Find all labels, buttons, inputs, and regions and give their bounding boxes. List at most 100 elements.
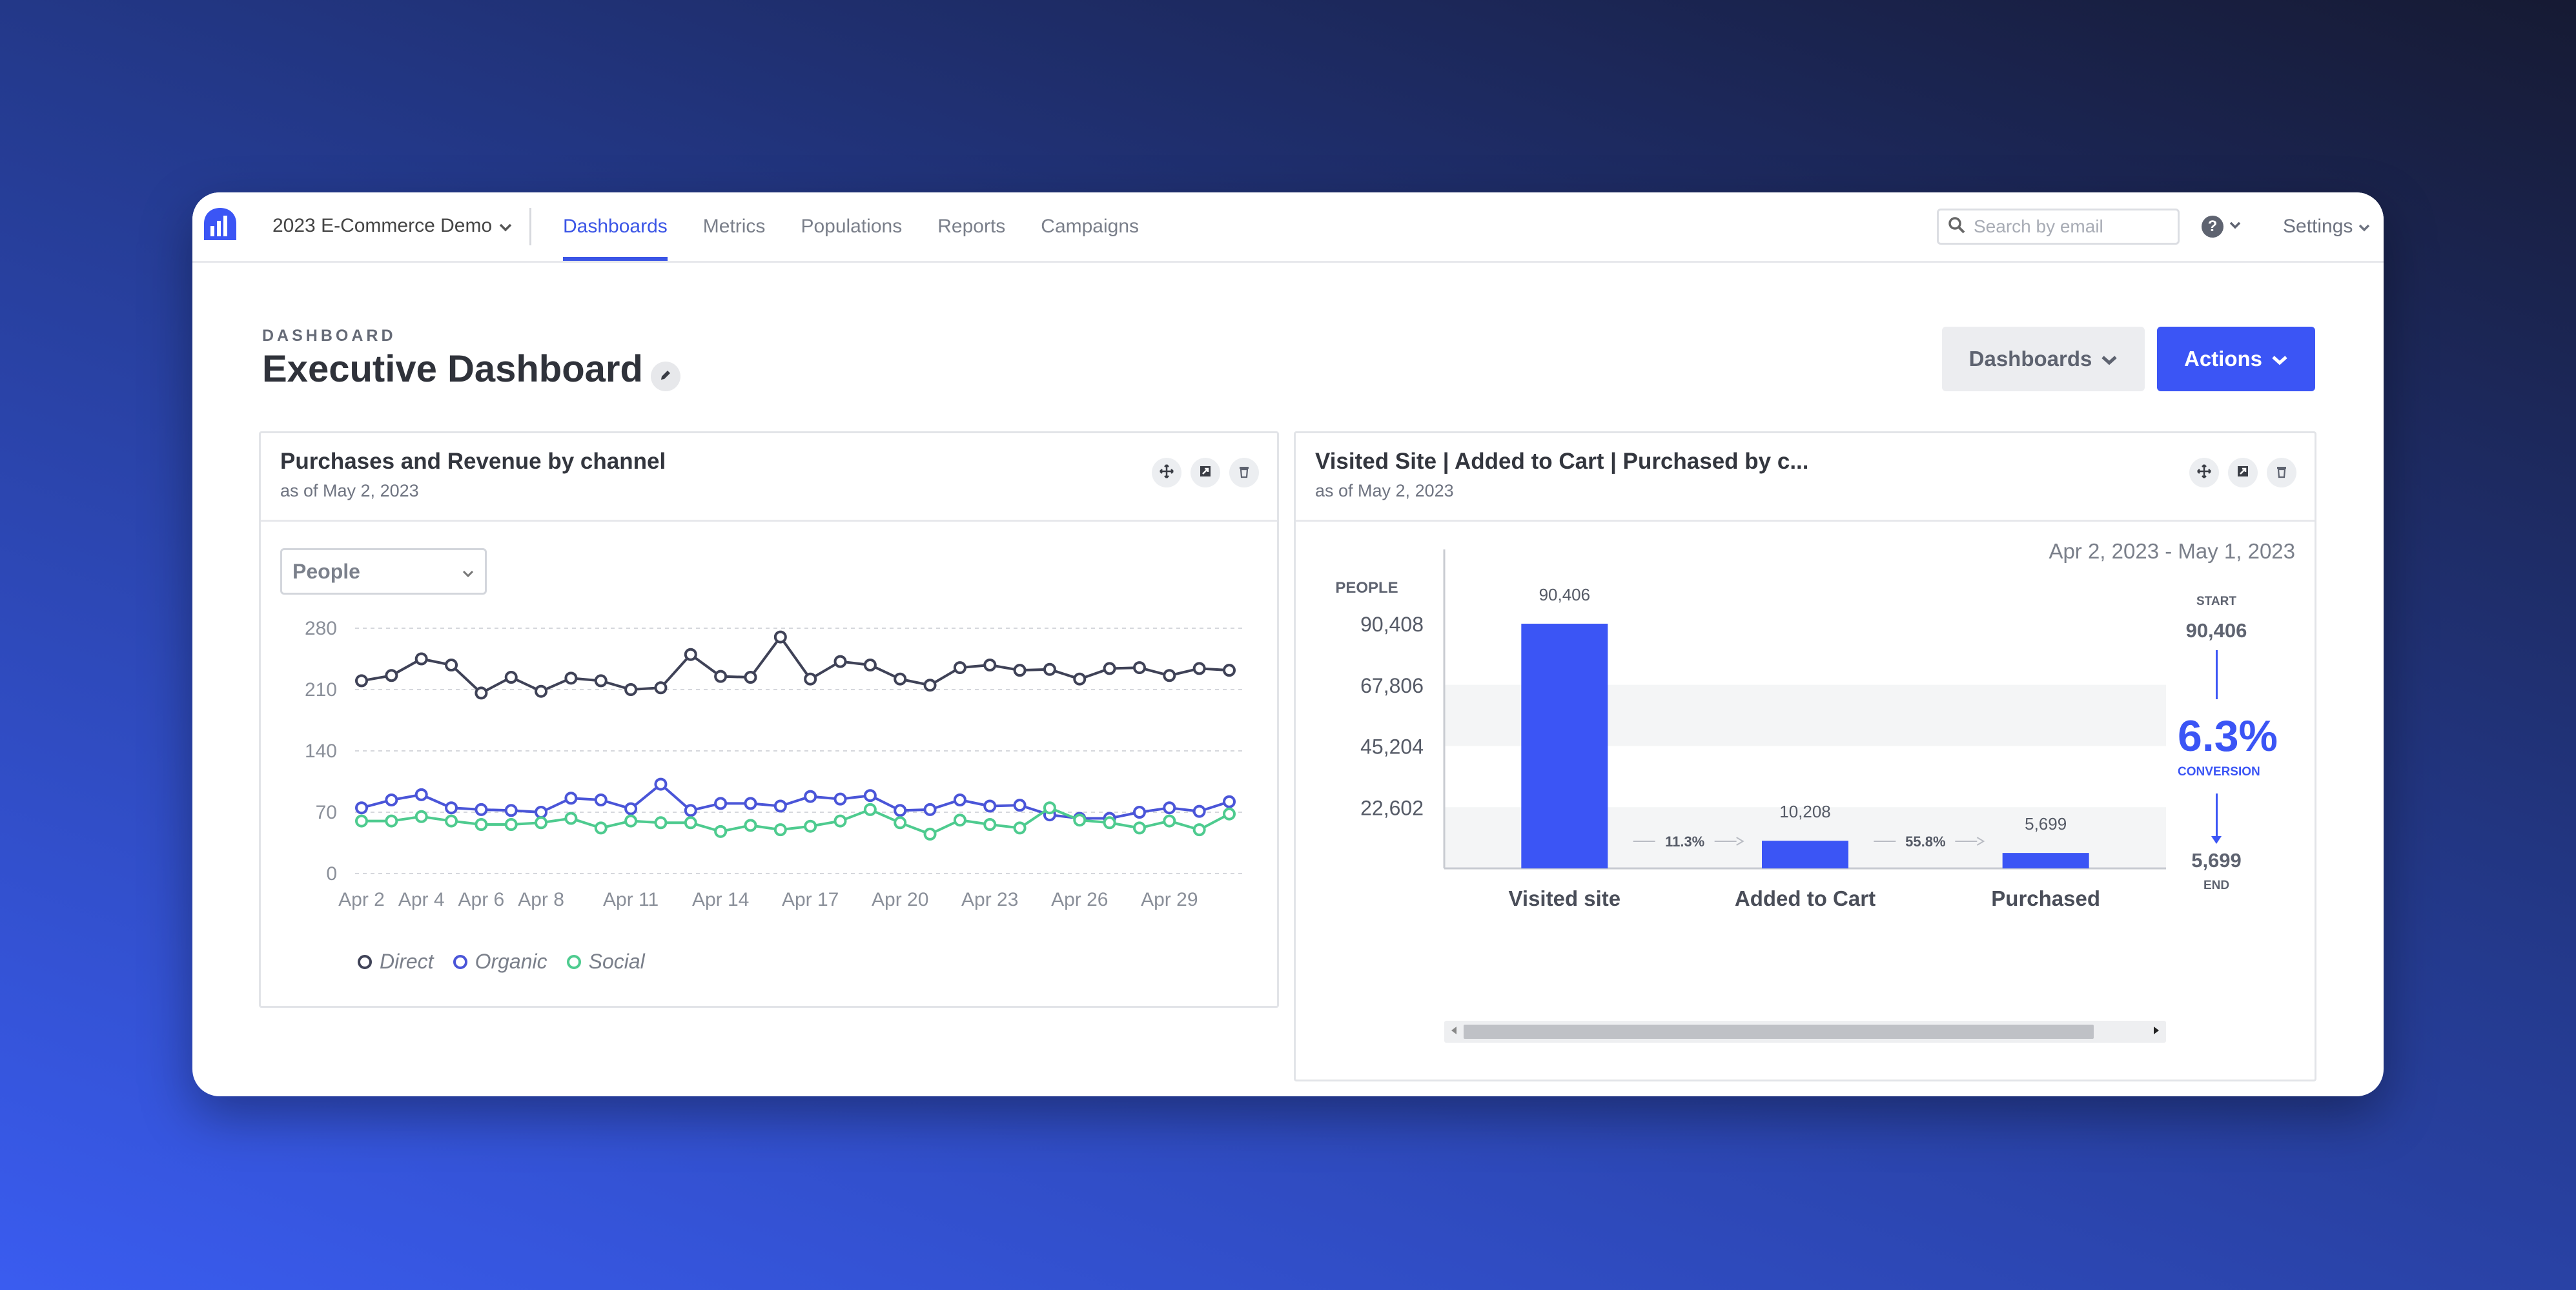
data-point[interactable]	[1073, 814, 1087, 827]
expand-button[interactable]	[1191, 458, 1220, 487]
data-point[interactable]	[773, 823, 787, 837]
data-point[interactable]	[1163, 669, 1176, 682]
app-logo-icon[interactable]	[203, 207, 238, 241]
data-point[interactable]	[624, 683, 638, 696]
scroll-left-arrow[interactable]	[1447, 1025, 1461, 1039]
data-point[interactable]	[1013, 664, 1027, 677]
data-point[interactable]	[923, 827, 937, 841]
data-point[interactable]	[475, 686, 488, 700]
data-point[interactable]	[1163, 801, 1176, 815]
funnel-bar[interactable]	[2002, 853, 2089, 868]
data-point[interactable]	[894, 804, 907, 817]
data-point[interactable]	[654, 816, 668, 830]
data-point[interactable]	[1192, 804, 1206, 818]
funnel-bar[interactable]	[1762, 841, 1848, 868]
expand-button[interactable]	[2228, 458, 2258, 487]
data-point[interactable]	[983, 818, 997, 831]
data-point[interactable]	[624, 802, 638, 815]
data-point[interactable]	[385, 814, 398, 828]
data-point[interactable]	[355, 674, 368, 688]
data-point[interactable]	[535, 806, 548, 819]
data-point[interactable]	[684, 816, 697, 830]
data-point[interactable]	[414, 810, 428, 823]
data-point[interactable]	[953, 814, 966, 827]
data-point[interactable]	[1163, 814, 1176, 828]
measure-select[interactable]: People	[280, 548, 487, 595]
data-point[interactable]	[355, 814, 368, 828]
data-point[interactable]	[654, 777, 668, 791]
data-point[interactable]	[744, 797, 757, 810]
data-point[interactable]	[1223, 807, 1236, 821]
data-point[interactable]	[504, 818, 518, 831]
data-point[interactable]	[445, 659, 458, 671]
scrollbar-thumb[interactable]	[1464, 1025, 2094, 1039]
data-point[interactable]	[1073, 672, 1087, 686]
data-point[interactable]	[355, 801, 368, 815]
data-point[interactable]	[863, 789, 877, 803]
data-point[interactable]	[1103, 816, 1116, 830]
data-point[interactable]	[1043, 662, 1056, 676]
data-point[interactable]	[475, 818, 488, 831]
data-point[interactable]	[804, 672, 817, 686]
data-point[interactable]	[535, 816, 548, 830]
data-point[interactable]	[385, 793, 398, 806]
help-button[interactable]: ?	[2202, 212, 2242, 241]
data-point[interactable]	[1013, 821, 1027, 835]
tab-campaigns[interactable]: Campaigns	[1041, 216, 1140, 237]
data-point[interactable]	[983, 799, 997, 813]
data-point[interactable]	[564, 792, 578, 805]
data-point[interactable]	[684, 804, 697, 817]
data-point[interactable]	[624, 814, 638, 828]
actions-dropdown-button[interactable]: Actions	[2157, 327, 2315, 391]
data-point[interactable]	[684, 648, 697, 661]
data-point[interactable]	[923, 803, 937, 816]
data-point[interactable]	[654, 681, 668, 695]
data-point[interactable]	[833, 814, 847, 828]
data-point[interactable]	[714, 670, 728, 683]
data-point[interactable]	[1192, 823, 1206, 837]
edit-title-button[interactable]	[651, 362, 680, 391]
data-point[interactable]	[714, 797, 728, 810]
data-point[interactable]	[833, 792, 847, 806]
data-point[interactable]	[1043, 801, 1056, 815]
data-point[interactable]	[1132, 806, 1146, 819]
tab-reports[interactable]: Reports	[937, 216, 1006, 237]
delete-button[interactable]	[1229, 458, 1259, 487]
tab-dashboards[interactable]: Dashboards	[563, 192, 668, 261]
scroll-right-arrow[interactable]	[2149, 1025, 2163, 1039]
legend-item-direct[interactable]: Direct	[358, 950, 434, 974]
data-point[interactable]	[804, 819, 817, 833]
data-point[interactable]	[744, 671, 757, 684]
data-point[interactable]	[894, 816, 907, 830]
data-point[interactable]	[953, 661, 966, 675]
data-point[interactable]	[414, 652, 428, 666]
data-point[interactable]	[504, 804, 518, 817]
tab-populations[interactable]: Populations	[801, 216, 903, 237]
data-point[interactable]	[535, 684, 548, 698]
data-point[interactable]	[894, 672, 907, 686]
data-point[interactable]	[564, 812, 578, 825]
data-point[interactable]	[445, 801, 458, 815]
settings-button[interactable]: Settings	[2283, 212, 2371, 241]
data-point[interactable]	[863, 803, 877, 816]
dashboards-dropdown-button[interactable]: Dashboards	[1942, 327, 2145, 391]
search-input[interactable]	[1972, 216, 2169, 238]
data-point[interactable]	[594, 793, 608, 806]
data-point[interactable]	[594, 674, 608, 688]
legend-item-social[interactable]: Social	[566, 950, 645, 974]
data-point[interactable]	[714, 824, 728, 838]
data-point[interactable]	[414, 788, 428, 801]
data-point[interactable]	[1223, 664, 1236, 677]
data-point[interactable]	[1132, 661, 1146, 675]
data-point[interactable]	[1132, 821, 1146, 835]
data-point[interactable]	[1013, 799, 1027, 812]
org-selector[interactable]: 2023 E-Commerce Demo	[272, 212, 513, 240]
horizontal-scrollbar[interactable]	[1444, 1021, 2166, 1043]
data-point[interactable]	[833, 655, 847, 668]
data-point[interactable]	[445, 814, 458, 828]
data-point[interactable]	[773, 799, 787, 813]
legend-item-organic[interactable]: Organic	[453, 950, 547, 974]
data-point[interactable]	[385, 669, 398, 682]
data-point[interactable]	[1223, 795, 1236, 808]
data-point[interactable]	[983, 659, 997, 671]
